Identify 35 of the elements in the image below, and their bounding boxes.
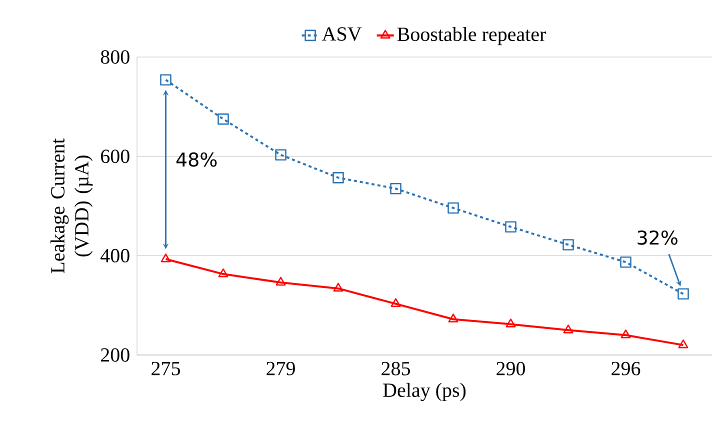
legend-label: Boostable repeater bbox=[397, 27, 546, 46]
point bbox=[333, 282, 344, 292]
y-tick-label: 800 bbox=[100, 50, 130, 64]
y-tick-label: 200 bbox=[101, 348, 130, 362]
point bbox=[620, 329, 631, 338]
point bbox=[678, 288, 689, 300]
point bbox=[218, 268, 228, 278]
point bbox=[563, 324, 574, 334]
point bbox=[275, 149, 286, 160]
x-tick-label: 285 bbox=[382, 362, 410, 376]
x-tick-label: 290 bbox=[496, 362, 525, 376]
x-tick-label: 275 bbox=[152, 362, 180, 376]
x-axis-title: Delay (ps) bbox=[383, 382, 466, 402]
x-tick-label: 279 bbox=[266, 362, 295, 376]
annotation: 48% bbox=[176, 152, 217, 167]
point bbox=[390, 298, 401, 307]
point bbox=[506, 318, 516, 328]
x-tick-label: 296 bbox=[612, 362, 640, 376]
point bbox=[620, 256, 632, 268]
point bbox=[160, 74, 172, 86]
y-axis-title: Leakage Current (VDD) (µA) bbox=[50, 138, 93, 274]
y-tick-label: 600 bbox=[100, 150, 130, 164]
point bbox=[678, 339, 688, 348]
point bbox=[448, 202, 459, 214]
legend-label: ASV bbox=[322, 27, 362, 41]
y-tick-label: 400 bbox=[100, 248, 130, 262]
point bbox=[448, 314, 458, 322]
point bbox=[160, 253, 171, 262]
annotation: 32% bbox=[638, 230, 678, 245]
point bbox=[332, 172, 344, 184]
point bbox=[218, 113, 229, 125]
point bbox=[390, 182, 402, 194]
point bbox=[562, 239, 574, 250]
point bbox=[276, 276, 286, 286]
point bbox=[505, 221, 516, 233]
